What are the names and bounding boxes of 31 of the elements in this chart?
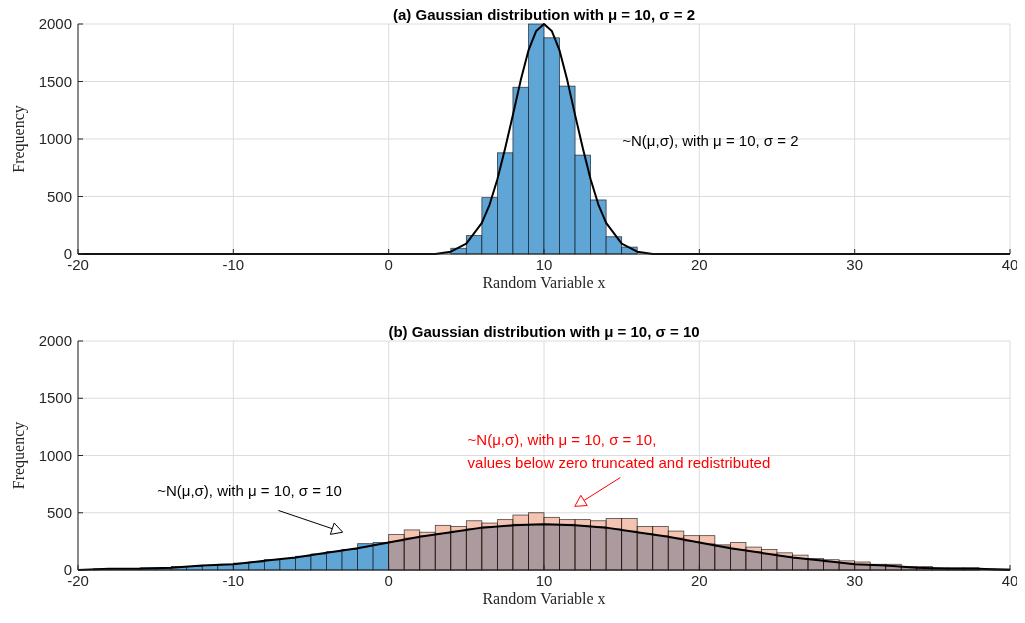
x-tick-label: 0 (384, 256, 393, 273)
y-tick-label: 1000 (38, 130, 72, 147)
x-tick-label: 30 (846, 256, 864, 273)
x-tick-label: 20 (690, 572, 708, 589)
x-tick-label: 0 (384, 572, 393, 589)
y-tick-label: 500 (46, 503, 72, 521)
x-tick-label: 20 (690, 256, 708, 273)
x-axis-title: Random Variable x (482, 590, 606, 607)
x-tick-label: -10 (222, 572, 245, 589)
x-tick-label: -10 (222, 256, 245, 273)
y-tick-label: 2000 (38, 332, 72, 349)
y-tick-label: 500 (46, 187, 72, 205)
y-tick-label: 2000 (38, 15, 72, 32)
y-tick-label: 0 (63, 561, 72, 578)
y-tick-label: 1500 (38, 389, 72, 407)
chart-title: (a) Gaussian distribution with μ = 10, σ = 2 (393, 6, 695, 23)
y-tick-label: 1500 (38, 72, 72, 90)
y-axis-title: Frequency (10, 105, 28, 173)
y-tick-label: 1000 (38, 446, 72, 464)
x-tick-label: 40 (1001, 572, 1019, 589)
annotation: ~N(μ,σ), with μ = 10, σ = 2 (622, 131, 799, 149)
y-tick-label: 0 (63, 245, 72, 262)
chart-title: (b) Gaussian distribution with μ = 10, σ = 10 (388, 323, 700, 340)
x-tick-label: 10 (535, 572, 553, 589)
annotation: ~N(μ,σ), with μ = 10, σ = 10, values below zero truncated and redistributed (467, 430, 771, 471)
x-tick-label: 10 (535, 256, 553, 273)
x-axis-title: Random Variable x (482, 274, 606, 291)
x-tick-label: 40 (1001, 256, 1019, 273)
y-axis-title: Frequency (10, 421, 28, 490)
annotation: ~N(μ,σ), with μ = 10, σ = 10 (157, 482, 342, 500)
x-tick-label: 30 (846, 572, 864, 589)
